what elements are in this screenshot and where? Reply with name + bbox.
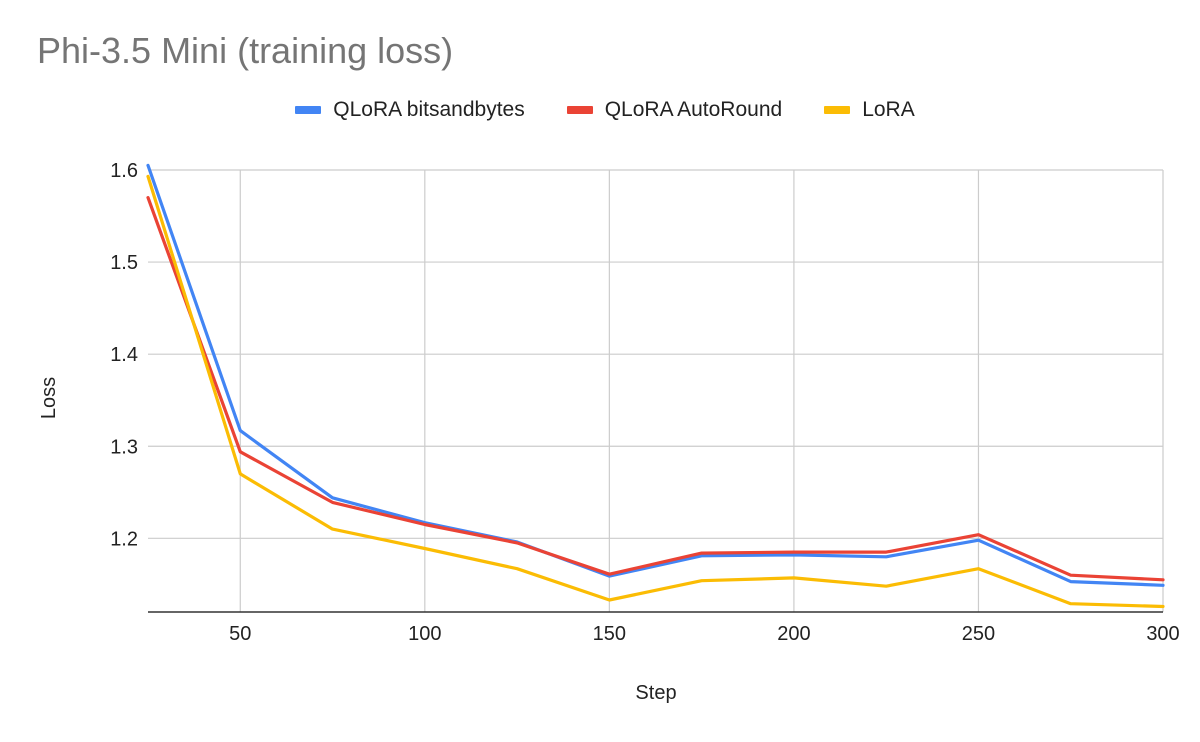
series-line-lora[interactable] bbox=[146, 174, 1165, 609]
series-line-qlora-bitsandbytes[interactable] bbox=[146, 163, 1165, 587]
chart-title: Phi-3.5 Mini (training loss) bbox=[37, 30, 454, 71]
x-tick-label: 150 bbox=[593, 623, 626, 645]
tick-labels: 1.2 1.3 1.4 1.5 1.6 50 100 150 200 250 300 bbox=[110, 160, 1180, 645]
series-line-qlora-autoround[interactable] bbox=[146, 196, 1165, 582]
legend-swatch-qlora-autoround bbox=[566, 106, 593, 114]
y-tick-label: 1.2 bbox=[110, 528, 138, 550]
legend-item-qlora-autoround[interactable]: QLoRA AutoRound bbox=[557, 98, 782, 122]
legend-swatch-qlora-bitsandbytes bbox=[295, 106, 322, 114]
gridlines bbox=[148, 169, 1164, 613]
legend-item-qlora-bitsandbytes[interactable]: QLoRA bitsandbytes bbox=[285, 98, 525, 122]
legend-label-qlora-bitsandbytes: QLoRA bitsandbytes bbox=[333, 98, 525, 121]
legend-label-qlora-autoround: QLoRA AutoRound bbox=[604, 98, 783, 121]
legend-swatch-lora bbox=[824, 106, 851, 114]
x-tick-label: 300 bbox=[1146, 623, 1179, 645]
y-tick-label: 1.3 bbox=[110, 436, 138, 458]
y-tick-label: 1.5 bbox=[110, 252, 138, 274]
x-tick-label: 100 bbox=[408, 623, 441, 645]
y-tick-label: 1.4 bbox=[110, 344, 138, 366]
y-axis-label: Loss bbox=[38, 377, 60, 419]
series-lines bbox=[146, 163, 1165, 609]
x-tick-label: 200 bbox=[777, 623, 810, 645]
legend-item-lora[interactable]: LoRA bbox=[814, 98, 915, 122]
x-tick-label: 250 bbox=[962, 623, 995, 645]
legend-label-lora: LoRA bbox=[862, 98, 915, 121]
y-tick-label: 1.6 bbox=[110, 160, 138, 182]
legend: QLoRA bitsandbytes QLoRA AutoRound LoRA bbox=[0, 98, 1200, 122]
x-axis-label: Step bbox=[635, 682, 676, 704]
x-tick-label: 50 bbox=[229, 623, 251, 645]
